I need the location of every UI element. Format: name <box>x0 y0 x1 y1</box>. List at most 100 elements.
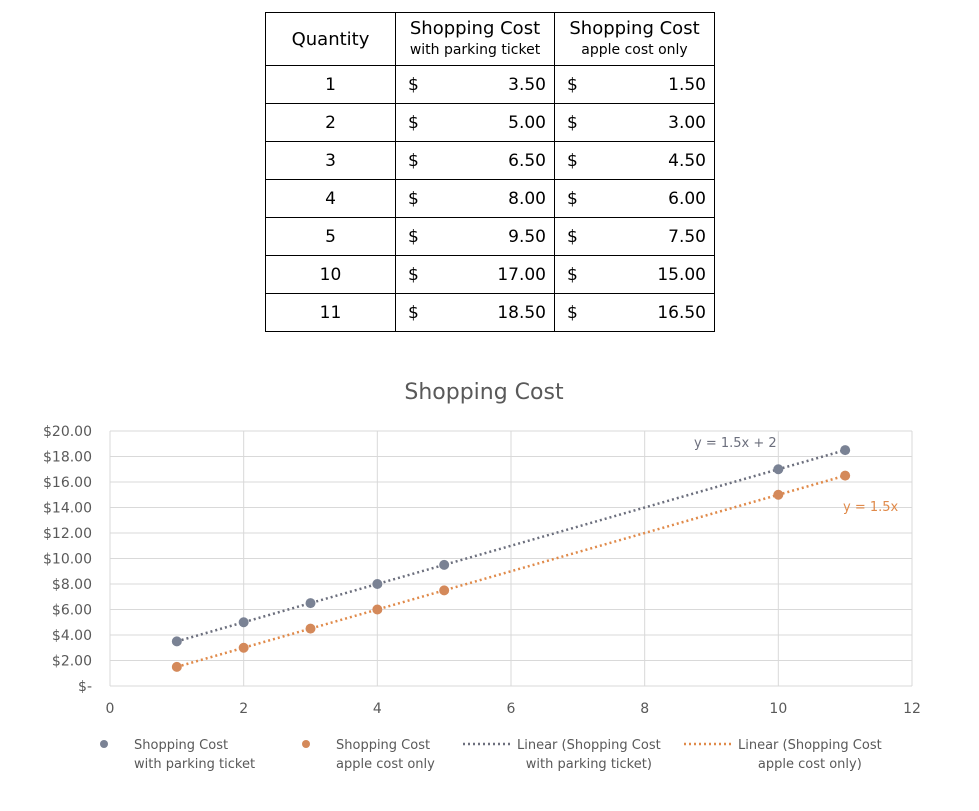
cost-value: 3.50 <box>508 74 546 95</box>
cell-apple-only: $3.00 <box>554 103 715 142</box>
data-point-series-0 <box>305 598 316 609</box>
cost-value: 15.00 <box>657 264 706 285</box>
x-tick-label: 2 <box>239 701 248 717</box>
y-tick-label: $10.00 <box>43 552 92 568</box>
currency-symbol: $ <box>567 150 578 171</box>
x-tick-label: 0 <box>106 701 115 717</box>
data-point-series-0 <box>773 464 784 475</box>
cell-quantity: 2 <box>265 103 396 142</box>
cell-quantity: 11 <box>265 293 396 332</box>
y-tick-label: $4.00 <box>52 628 92 644</box>
header-with-parking-sub: with parking ticket <box>409 42 541 58</box>
data-point-series-1 <box>372 604 383 615</box>
currency-symbol: $ <box>408 74 419 95</box>
currency-symbol: $ <box>408 226 419 247</box>
cost-value: 17.00 <box>497 264 546 285</box>
shopping-cost-chart: Shopping Cost $- $2.00 $4.00 $6.00 $8.00 $10.… <box>43 380 921 772</box>
header-apple-only-main: Shopping Cost <box>569 18 700 39</box>
legend-label: Linear (Shopping Cost <box>517 738 661 753</box>
legend-label: Linear (Shopping Cost <box>738 738 882 753</box>
cell-apple-only: $1.50 <box>554 65 715 104</box>
cell-apple-only: $4.50 <box>554 141 715 180</box>
cell-apple-only: $6.00 <box>554 179 715 218</box>
table-row: 4 $8.00 $6.00 <box>265 179 715 218</box>
chart-equations: y = 1.5x + 2 y = 1.5x <box>694 436 899 515</box>
table-row: 10 $17.00 $15.00 <box>265 255 715 294</box>
legend-label: Shopping Cost <box>336 738 430 753</box>
header-apple-only-sub: apple cost only <box>581 42 688 58</box>
table-row: 1 $3.50 $1.50 <box>265 65 715 104</box>
cost-value: 7.50 <box>668 226 706 247</box>
table-row: 2 $5.00 $3.00 <box>265 103 715 142</box>
cell-with-parking: $9.50 <box>395 217 555 256</box>
x-tick-label: 10 <box>769 701 787 717</box>
cost-value: 3.00 <box>668 112 706 133</box>
data-point-series-0 <box>171 636 182 647</box>
cell-with-parking: $6.50 <box>395 141 555 180</box>
y-tick-label: $2.00 <box>52 654 92 670</box>
currency-symbol: $ <box>408 112 419 133</box>
currency-symbol: $ <box>408 302 419 323</box>
trendline-series-1 <box>176 474 846 669</box>
data-point-series-0 <box>238 617 249 628</box>
legend-label: apple cost only) <box>758 757 862 772</box>
header-with-parking: Shopping Cost with parking ticket <box>395 12 555 66</box>
data-point-series-1 <box>439 585 450 596</box>
cost-value: 4.50 <box>668 150 706 171</box>
cost-value: 18.50 <box>497 302 546 323</box>
currency-symbol: $ <box>567 264 578 285</box>
trendline-series-0 <box>176 448 846 643</box>
cost-value: 16.50 <box>657 302 706 323</box>
cell-quantity: 3 <box>265 141 396 180</box>
currency-symbol: $ <box>567 112 578 133</box>
table-row: 5 $9.50 $7.50 <box>265 217 715 256</box>
table-row: 3 $6.50 $4.50 <box>265 141 715 180</box>
cell-with-parking: $5.00 <box>395 103 555 142</box>
currency-symbol: $ <box>567 74 578 95</box>
cost-value: 9.50 <box>508 226 546 247</box>
y-tick-label: $14.00 <box>43 501 92 517</box>
chart-trendlines <box>176 448 846 669</box>
cell-quantity: 5 <box>265 217 396 256</box>
y-tick-label: $12.00 <box>43 526 92 542</box>
cell-with-parking: $18.50 <box>395 293 555 332</box>
y-tick-label: $- <box>78 679 92 695</box>
y-tick-label: $16.00 <box>43 475 92 491</box>
data-point-series-0 <box>840 445 851 456</box>
legend-label: with parking ticket) <box>526 757 652 772</box>
cost-value: 6.50 <box>508 150 546 171</box>
data-point-series-1 <box>840 470 851 481</box>
currency-symbol: $ <box>408 150 419 171</box>
chart-title: Shopping Cost <box>404 380 564 405</box>
cost-value: 6.00 <box>668 188 706 209</box>
data-point-series-1 <box>238 642 249 653</box>
cell-with-parking: $8.00 <box>395 179 555 218</box>
table-header-row: Quantity Shopping Cost with parking tick… <box>265 12 715 66</box>
currency-symbol: $ <box>567 188 578 209</box>
x-tick-label: 4 <box>373 701 382 717</box>
header-apple-only: Shopping Cost apple cost only <box>554 12 715 66</box>
currency-symbol: $ <box>408 188 419 209</box>
cost-value: 1.50 <box>668 74 706 95</box>
cost-value: 5.00 <box>508 112 546 133</box>
legend-marker-dot <box>302 740 310 748</box>
y-tick-label: $20.00 <box>43 424 92 440</box>
chart-points <box>171 445 851 672</box>
currency-symbol: $ <box>408 264 419 285</box>
trendline-equation-1: y = 1.5x <box>843 500 899 515</box>
cell-with-parking: $17.00 <box>395 255 555 294</box>
chart-gridlines <box>109 430 913 687</box>
data-point-series-0 <box>439 559 450 570</box>
header-with-parking-main: Shopping Cost <box>409 18 541 39</box>
cell-quantity: 1 <box>265 65 396 104</box>
trendline-equation-0: y = 1.5x + 2 <box>694 436 777 451</box>
y-tick-label: $8.00 <box>52 577 92 593</box>
x-tick-label: 12 <box>903 701 921 717</box>
cost-value: 8.00 <box>508 188 546 209</box>
cell-quantity: 10 <box>265 255 396 294</box>
header-quantity: Quantity <box>265 12 396 66</box>
cell-with-parking: $3.50 <box>395 65 555 104</box>
chart-axis-labels: $- $2.00 $4.00 $6.00 $8.00 $10.00 $12.00 $14.00… <box>43 424 921 717</box>
data-point-series-0 <box>372 579 383 589</box>
data-point-series-1 <box>305 623 316 634</box>
